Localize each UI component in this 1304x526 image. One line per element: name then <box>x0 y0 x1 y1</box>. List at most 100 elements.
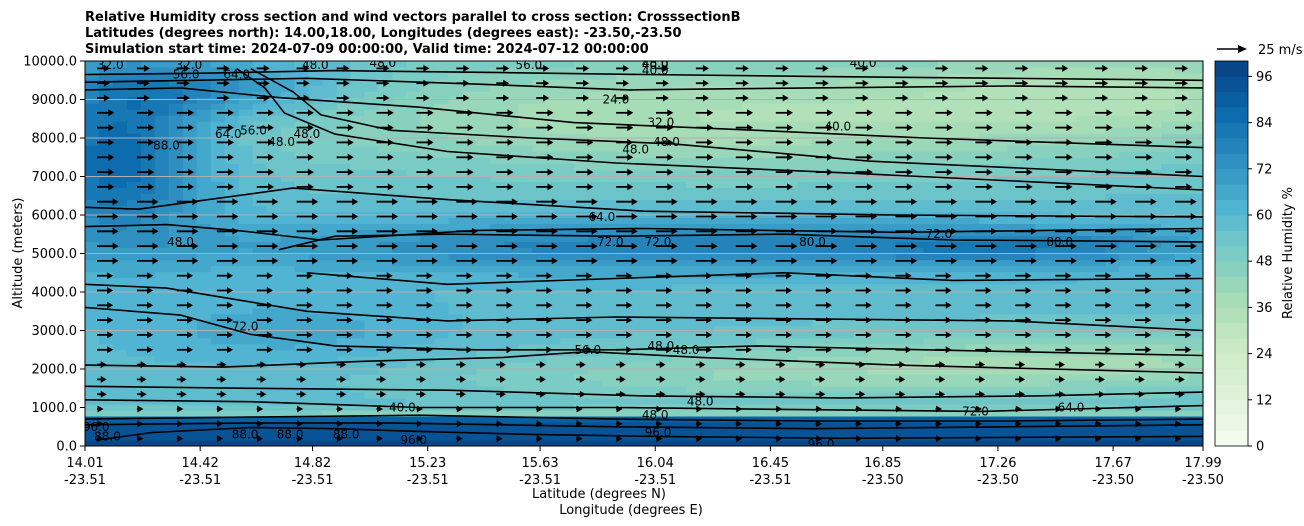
humidity-cell <box>266 115 282 122</box>
humidity-cell <box>839 91 855 98</box>
humidity-cell <box>797 115 813 122</box>
humidity-cell <box>881 127 897 134</box>
humidity-cell <box>266 295 282 303</box>
humidity-cell <box>867 325 883 333</box>
humidity-cell <box>699 295 715 303</box>
humidity-cell <box>1147 349 1162 357</box>
humidity-cell <box>909 97 925 104</box>
humidity-cell <box>476 205 491 212</box>
humidity-cell <box>574 145 589 152</box>
humidity-cell <box>979 391 994 399</box>
humidity-cell <box>1161 79 1176 86</box>
humidity-cell <box>336 157 352 164</box>
humidity-cell <box>644 253 659 261</box>
humidity-cell <box>546 319 561 327</box>
humidity-cell <box>1147 343 1162 351</box>
humidity-cell <box>434 247 449 255</box>
humidity-cell <box>182 343 198 351</box>
humidity-cell <box>993 73 1008 80</box>
humidity-cell <box>280 67 296 74</box>
humidity-cell <box>797 289 813 297</box>
humidity-cell <box>378 283 394 291</box>
humidity-cell <box>210 439 226 446</box>
humidity-cell <box>420 187 435 194</box>
humidity-cell <box>112 247 128 255</box>
humidity-cell <box>616 73 631 80</box>
humidity-cell <box>238 271 254 279</box>
humidity-cell <box>546 235 561 243</box>
humidity-cell <box>825 163 841 170</box>
humidity-cell <box>196 115 212 122</box>
humidity-cell <box>322 343 338 351</box>
humidity-cell <box>1077 193 1092 200</box>
humidity-cell <box>420 85 435 92</box>
humidity-cell <box>965 409 980 417</box>
humidity-cell <box>1007 91 1022 98</box>
humidity-cell <box>951 289 967 297</box>
humidity-cell <box>210 163 226 170</box>
humidity-cell <box>392 367 408 375</box>
humidity-cell <box>560 97 575 104</box>
humidity-cell <box>560 139 575 146</box>
humidity-cell <box>210 337 226 345</box>
humidity-cell <box>252 133 268 140</box>
humidity-cell <box>210 247 226 255</box>
humidity-cell <box>1161 439 1176 446</box>
humidity-cell <box>140 295 156 303</box>
humidity-cell <box>657 175 673 182</box>
humidity-cell <box>85 187 100 194</box>
humidity-cell <box>979 337 994 345</box>
humidity-cell <box>979 127 994 134</box>
humidity-cell <box>238 169 254 176</box>
humidity-cell <box>699 157 715 164</box>
humidity-cell <box>1105 343 1120 351</box>
humidity-cell <box>546 409 561 417</box>
humidity-cell <box>1161 349 1176 357</box>
humidity-cell <box>825 235 841 243</box>
humidity-cell <box>951 265 967 273</box>
humidity-cell <box>518 97 533 104</box>
humidity-cell <box>434 343 449 351</box>
humidity-cell <box>98 439 114 446</box>
humidity-cell <box>504 397 519 405</box>
humidity-cell <box>1105 271 1120 279</box>
humidity-cell <box>951 235 967 243</box>
humidity-cell <box>126 295 142 303</box>
humidity-cell <box>979 421 994 429</box>
humidity-cell <box>546 181 561 188</box>
humidity-cell <box>909 331 925 339</box>
humidity-cell <box>965 397 980 405</box>
humidity-cell <box>671 385 687 393</box>
humidity-cell <box>322 61 338 68</box>
humidity-cell <box>979 439 994 446</box>
humidity-cell <box>1161 247 1176 255</box>
humidity-cell <box>238 181 254 188</box>
humidity-cell <box>448 133 463 140</box>
humidity-cell <box>322 103 338 110</box>
humidity-cell <box>392 145 408 152</box>
humidity-cell <box>532 253 547 261</box>
humidity-cell <box>895 313 911 321</box>
humidity-cell <box>825 283 841 291</box>
humidity-cell <box>392 337 408 345</box>
humidity-cell <box>741 367 757 375</box>
humidity-cell <box>965 67 980 74</box>
humidity-cell <box>476 361 491 369</box>
humidity-cell <box>881 145 897 152</box>
humidity-cell <box>196 265 212 273</box>
humidity-cell <box>238 421 254 429</box>
humidity-cell <box>602 409 617 417</box>
humidity-cell <box>895 373 911 381</box>
humidity-cell <box>602 217 617 225</box>
humidity-cell <box>350 217 366 225</box>
humidity-cell <box>825 187 841 194</box>
humidity-cell <box>937 355 953 363</box>
humidity-cell <box>979 355 994 363</box>
humidity-cell <box>671 145 687 152</box>
humidity-cell <box>769 337 785 345</box>
humidity-cell <box>154 295 170 303</box>
humidity-cell <box>993 385 1008 393</box>
humidity-cell <box>1077 325 1092 333</box>
humidity-cell <box>280 121 296 128</box>
humidity-cell <box>448 175 463 182</box>
